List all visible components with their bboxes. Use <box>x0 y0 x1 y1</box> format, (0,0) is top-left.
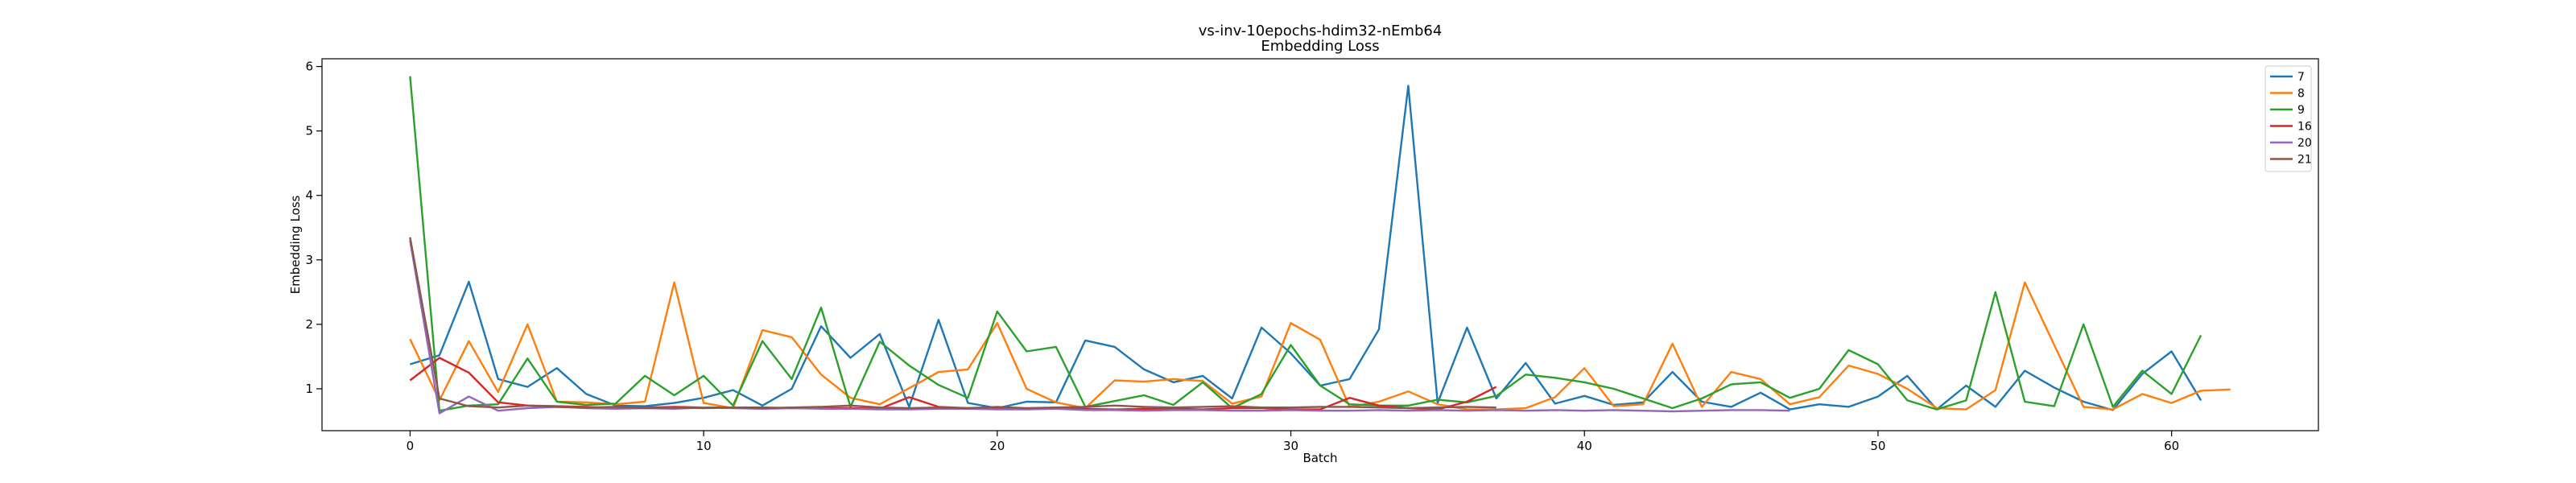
y-axis-label: Embedding Loss <box>288 195 303 294</box>
legend-label-8: 8 <box>2297 88 2305 101</box>
series-line-20 <box>409 240 1790 415</box>
y-tick-label: 2 <box>305 317 313 332</box>
legend-label-9: 9 <box>2297 104 2305 117</box>
chart-title: vs-inv-10epochs-hdim32-nEmb64 <box>1199 23 1443 39</box>
plot-area: 0 10 20 30 40 50 60 1 2 3 4 5 6 <box>305 58 2319 453</box>
legend-label-21: 21 <box>2297 154 2312 167</box>
y-tick-label: 3 <box>305 253 313 267</box>
legend-label-20: 20 <box>2297 137 2312 150</box>
y-tick-label: 5 <box>305 124 313 138</box>
x-tick-label: 40 <box>1577 439 1592 453</box>
series-layer <box>409 76 2231 415</box>
y-tick-label: 1 <box>305 382 313 396</box>
x-tick-label: 0 <box>407 439 415 453</box>
x-tick-label: 10 <box>696 439 712 453</box>
series-line-7 <box>410 85 2202 411</box>
series-line-9 <box>409 76 2202 412</box>
plot-frame <box>321 58 2319 431</box>
series-line-8 <box>409 281 2231 411</box>
legend-label-16: 16 <box>2297 121 2312 134</box>
y-tick-label: 4 <box>305 188 313 203</box>
x-tick-label: 50 <box>1870 439 1885 453</box>
chart-subtitle: Embedding Loss <box>1261 38 1379 55</box>
x-axis-ticks: 0 10 20 30 40 50 60 <box>407 431 2179 453</box>
series-line-21 <box>409 237 1496 410</box>
x-tick-label: 20 <box>989 439 1005 453</box>
x-tick-label: 60 <box>2164 439 2179 453</box>
legend: 7 8 9 16 20 21 <box>2264 65 2312 172</box>
x-axis-label: Batch <box>1302 451 1337 465</box>
x-tick-label: 30 <box>1283 439 1298 453</box>
legend-label-7: 7 <box>2297 71 2305 84</box>
y-tick-label: 6 <box>305 60 313 74</box>
y-axis-ticks: 1 2 3 4 5 6 <box>305 60 322 396</box>
